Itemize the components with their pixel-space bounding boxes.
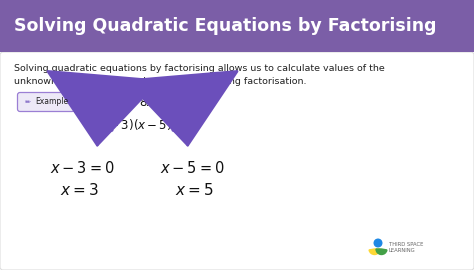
Text: unknown variable in a quadratic equation using factorisation.: unknown variable in a quadratic equation…	[14, 77, 307, 86]
Bar	[0, 0, 474, 52]
FancyBboxPatch shape	[0, 52, 474, 270]
Wedge shape	[369, 249, 380, 255]
Text: LEARNING: LEARNING	[389, 248, 416, 252]
Text: $x = 3$: $x = 3$	[60, 182, 99, 198]
Text: $x - 3 = 0$: $x - 3 = 0$	[50, 160, 115, 176]
Circle shape	[374, 239, 382, 247]
Text: $x = 5$: $x = 5$	[175, 182, 213, 198]
Text: THIRD SPACE: THIRD SPACE	[389, 241, 423, 247]
Text: Solve $x^2 - 8x + 15 = 0$: Solve $x^2 - 8x + 15 = 0$	[76, 94, 206, 110]
Text: $(x - 3)(x - 5) = 0$: $(x - 3)(x - 5) = 0$	[95, 116, 194, 131]
FancyBboxPatch shape	[18, 93, 74, 112]
Text: Example: Example	[35, 97, 68, 106]
Text: Solving quadratic equations by factorising allows us to calculate values of the: Solving quadratic equations by factorisi…	[14, 64, 385, 73]
Text: Solving Quadratic Equations by Factorising: Solving Quadratic Equations by Factorisi…	[14, 17, 437, 35]
Text: $x - 5 = 0$: $x - 5 = 0$	[160, 160, 225, 176]
Wedge shape	[376, 249, 387, 255]
Text: ✏: ✏	[25, 99, 31, 105]
